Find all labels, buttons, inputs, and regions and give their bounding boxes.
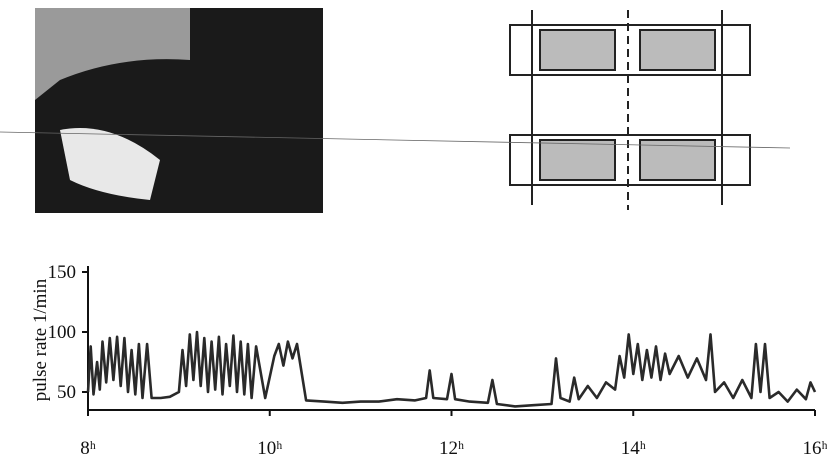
diagram-hatch: [539, 29, 616, 71]
y-axis-label: pulse rate 1/min: [30, 278, 51, 401]
scan-line: [0, 131, 791, 149]
diagram-block: [509, 134, 751, 186]
diagram-block: [509, 24, 751, 76]
x-tick-label: 8ʰ: [80, 438, 96, 459]
diagram-hatch: [639, 29, 716, 71]
x-tick-label: 14ʰ: [621, 438, 646, 459]
x-tick-label: 16ʰ: [802, 438, 827, 459]
y-tick-label: 100: [48, 322, 77, 343]
diagram: [509, 10, 751, 210]
diagram-hatch: [639, 139, 716, 181]
x-tick-label: 12ʰ: [439, 438, 464, 459]
y-tick-label: 50: [57, 382, 76, 403]
photo-light-area: [35, 8, 190, 100]
y-tick-label: 150: [48, 262, 77, 283]
pulse-line: [86, 330, 817, 408]
diagram-hatch: [539, 139, 616, 181]
photo-hand: [60, 128, 160, 200]
x-tick-label: 10ʰ: [257, 438, 282, 459]
